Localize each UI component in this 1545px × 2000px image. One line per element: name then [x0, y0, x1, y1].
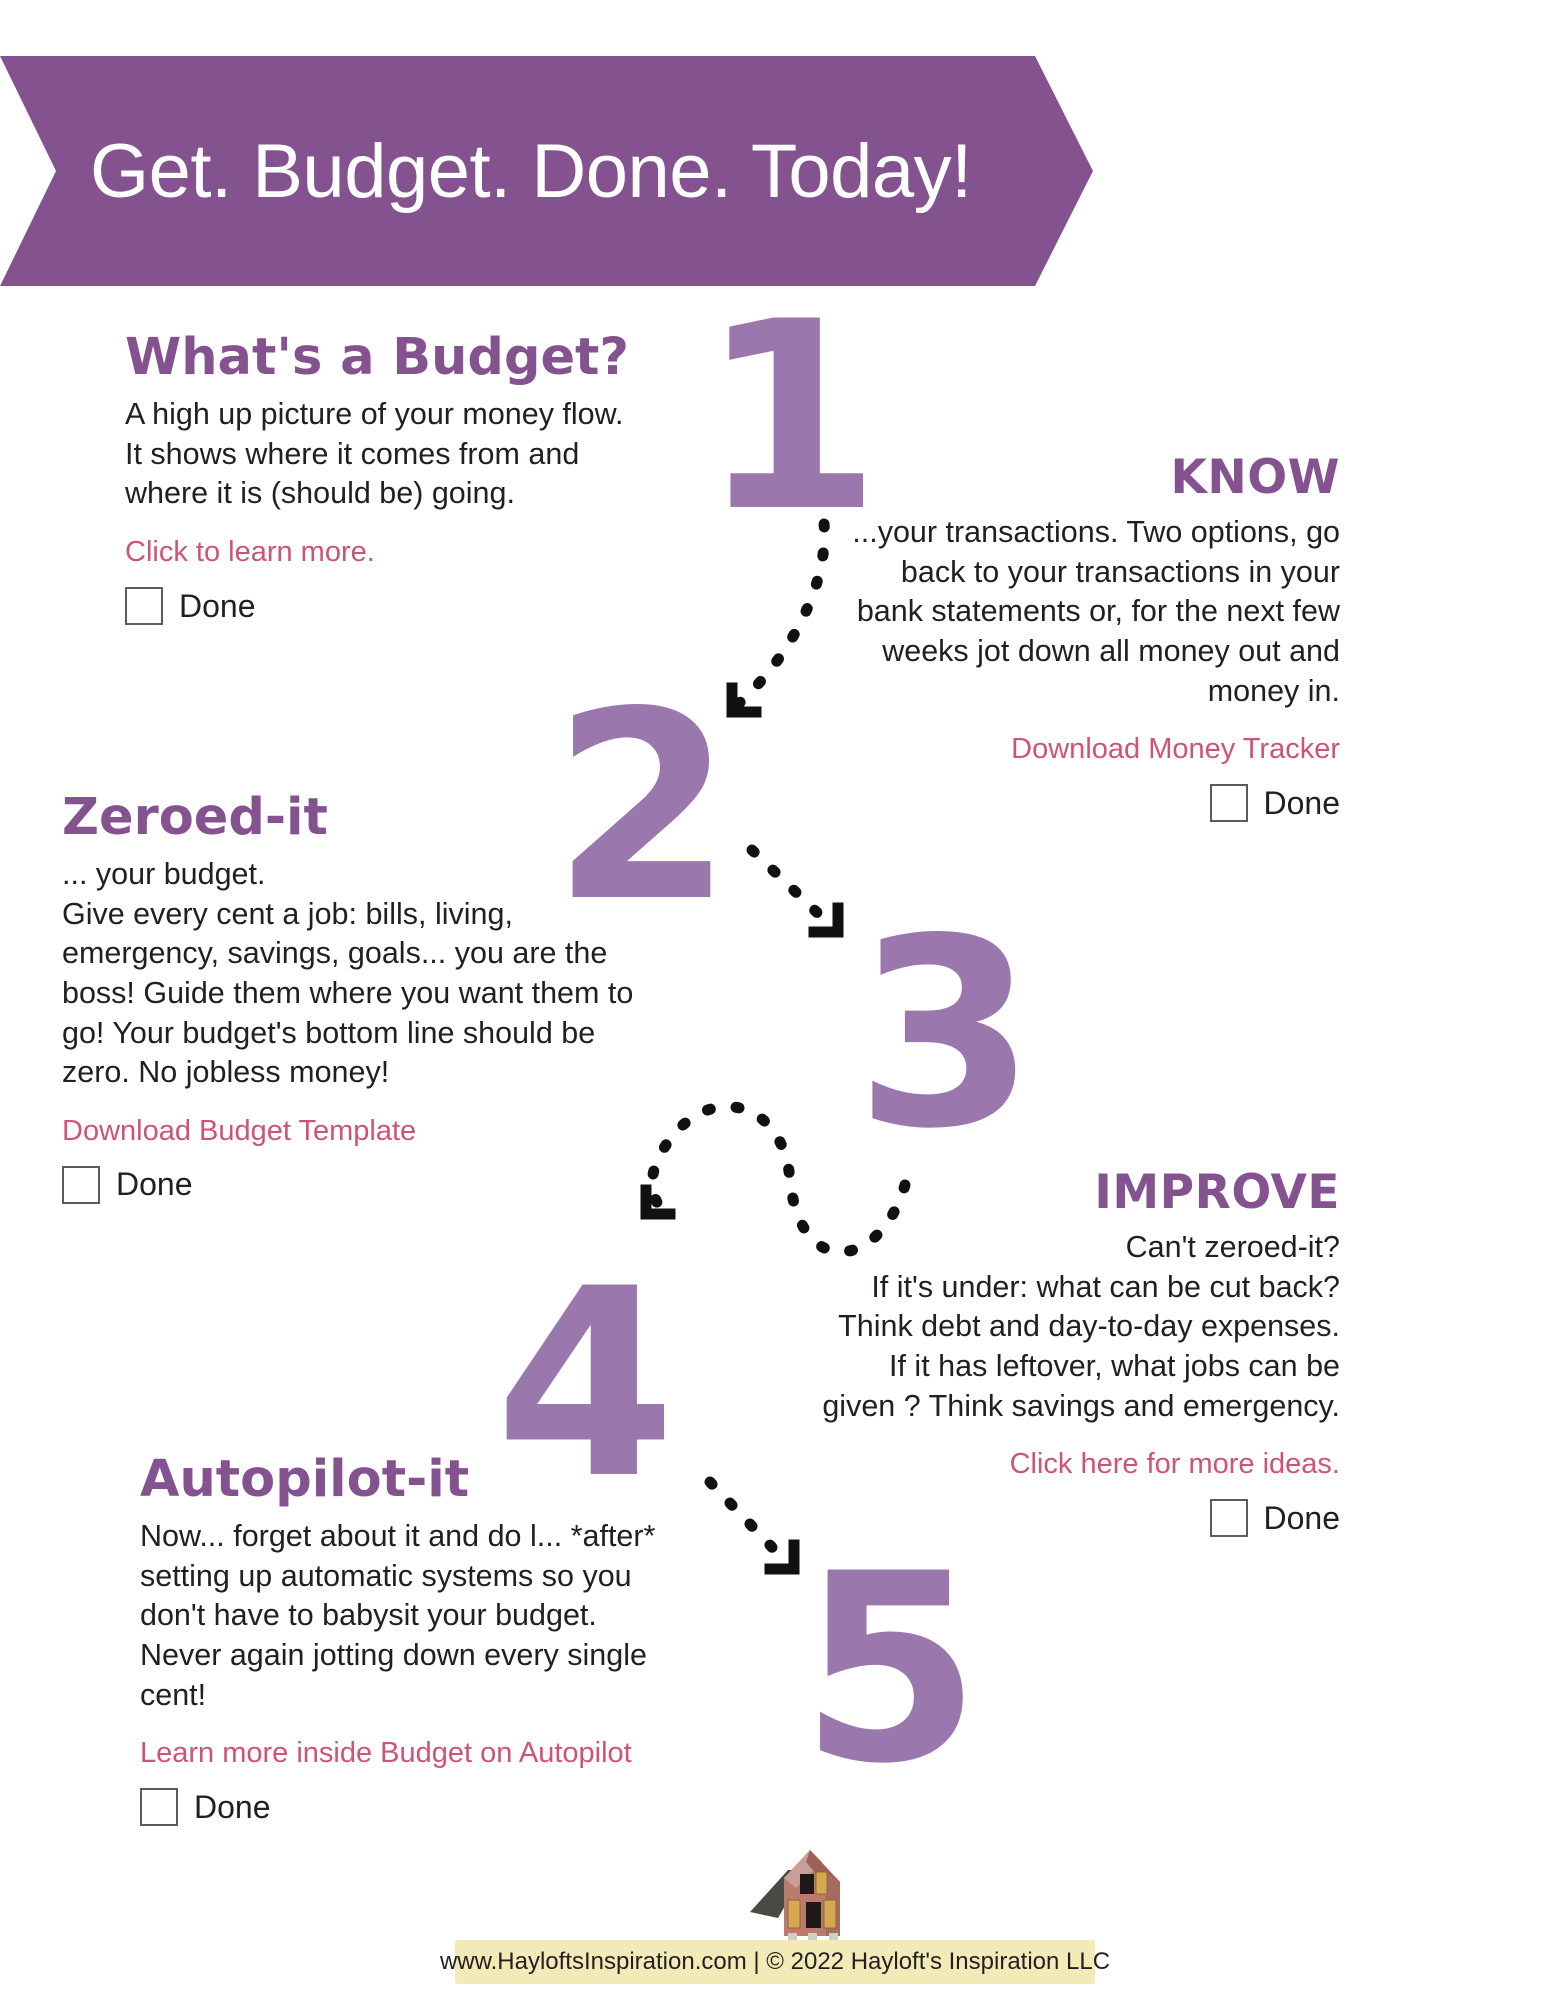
- step-5-done-row[interactable]: Done: [140, 1788, 680, 1827]
- step-4-done-row[interactable]: Done: [820, 1499, 1341, 1538]
- footer-credit-text: www.HayloftsInspiration.com | © 2022 Hay…: [439, 1948, 1111, 1975]
- step-number-3: 3: [855, 884, 1036, 1186]
- step-4-checkbox[interactable]: [1209, 1499, 1248, 1538]
- header-banner-shape: Get. Budget. Done. Today!: [0, 56, 1093, 286]
- barn-logo-icon: [750, 1850, 840, 1944]
- step-2-done-label: Done: [1263, 784, 1341, 821]
- step-5-link[interactable]: Learn more inside Budget on Autopilot: [140, 1737, 632, 1770]
- step-4-link[interactable]: Click here for more ideas.: [1009, 1448, 1340, 1481]
- step-2-body: ...your transactions. Two options, go ba…: [852, 515, 1340, 708]
- step-5-checkbox[interactable]: [140, 1788, 178, 1827]
- step-4-heading: IMPROVE: [1094, 1165, 1340, 1220]
- step-block-2: KNOW ...your transactions. Two options, …: [840, 450, 1341, 823]
- step-1-heading: What's a Budget?: [125, 328, 629, 387]
- header-banner: Get. Budget. Done. Today!: [0, 56, 1093, 286]
- footer-credit-bar: www.HayloftsInspiration.com | © 2022 Hay…: [440, 1940, 1110, 1984]
- step-4-done-label: Done: [1263, 1499, 1341, 1536]
- step-1-link[interactable]: Click to learn more.: [125, 536, 375, 568]
- arrowhead-3-to-4: [640, 1184, 676, 1220]
- arrowhead-2-to-3: [808, 902, 844, 938]
- step-3-done-row[interactable]: Done: [62, 1165, 637, 1204]
- step-3-done-label: Done: [116, 1166, 193, 1203]
- step-1-done-row[interactable]: Done: [125, 587, 645, 625]
- step-3-checkbox[interactable]: [62, 1165, 100, 1204]
- step-5-heading: Autopilot-it: [140, 1450, 470, 1509]
- step-number-5: 5: [800, 1519, 981, 1821]
- step-number-2: 2: [552, 657, 733, 959]
- step-block-5: Autopilot-it Now... forget about it and …: [140, 1450, 680, 1827]
- step-1-done-label: Done: [179, 587, 256, 624]
- step-5-body: Now... forget about it and do l... *afte…: [140, 1519, 656, 1712]
- step-2-checkbox[interactable]: [1209, 784, 1248, 823]
- step-3-heading: Zeroed-it: [62, 788, 328, 847]
- arrow-2-to-3: [746, 844, 836, 931]
- step-1-checkbox[interactable]: [125, 587, 163, 625]
- step-block-1: What's a Budget? A high up picture of yo…: [125, 330, 645, 625]
- arrow-4-to-5: [704, 1476, 792, 1568]
- arrowhead-4-to-5: [764, 1539, 800, 1575]
- step-4-body: Can't zeroed-it? If it's under: what can…: [822, 1230, 1340, 1423]
- step-2-link[interactable]: Download Money Tracker: [1011, 733, 1340, 766]
- page-title: Get. Budget. Done. Today!: [90, 128, 972, 214]
- step-number-1: 1: [700, 267, 881, 569]
- step-number-4: 4: [495, 1234, 676, 1536]
- step-1-body: A high up picture of your money flow. It…: [125, 397, 624, 511]
- arrowhead-1-to-2: [726, 682, 762, 718]
- step-3-body: ... your budget. Give every cent a job: …: [62, 857, 634, 1090]
- step-block-3: Zeroed-it ... your budget. Give every ce…: [62, 790, 637, 1204]
- step-3-link[interactable]: Download Budget Template: [62, 1114, 417, 1147]
- footer: www.HayloftsInspiration.com | © 2022 Hay…: [0, 1840, 1545, 2000]
- step-5-done-label: Done: [194, 1788, 271, 1825]
- step-2-done-row[interactable]: Done: [840, 784, 1341, 823]
- step-2-heading: KNOW: [1170, 450, 1340, 505]
- step-block-4: IMPROVE Can't zeroed-it? If it's under: …: [820, 1165, 1341, 1538]
